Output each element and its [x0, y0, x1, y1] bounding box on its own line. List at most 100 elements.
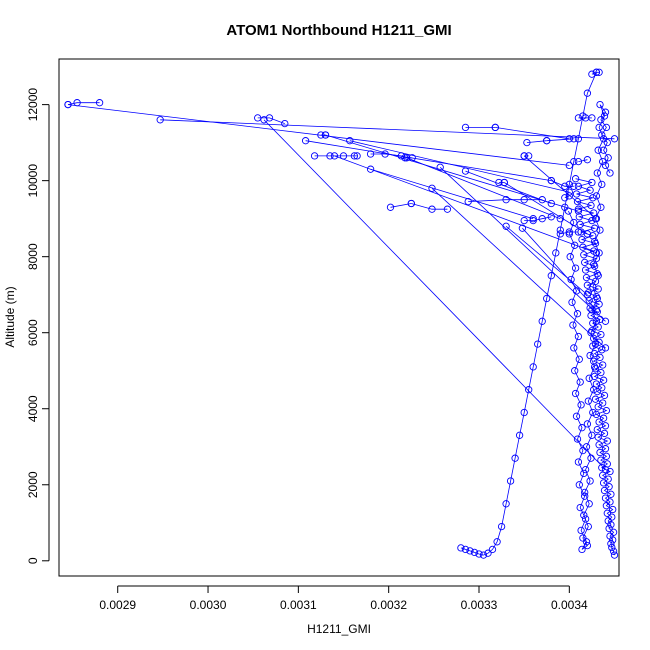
series-1-point [584, 397, 592, 405]
series-0-point [610, 551, 619, 559]
series-2-point [529, 363, 537, 371]
segment-27-point [538, 196, 546, 204]
series-2-point [552, 249, 560, 257]
segment-15-line [465, 170, 552, 204]
series-1-point [572, 412, 581, 420]
series-0-point [601, 494, 610, 502]
segment-31-point [547, 176, 555, 185]
segment-30-point [538, 215, 546, 223]
segment-0-line [67, 102, 100, 105]
series-0-point [608, 543, 616, 552]
segment-7-point [321, 131, 330, 139]
series-0-point [609, 528, 618, 536]
segment-28-point [502, 222, 510, 230]
series-1-point [569, 321, 577, 329]
series-1-point [568, 298, 576, 306]
series-1-point [571, 367, 579, 375]
series-0-point [587, 201, 595, 210]
segment-34-point [588, 114, 596, 122]
series-2-point [502, 500, 510, 508]
series-1-point [588, 306, 596, 314]
segment-14-point [601, 317, 610, 325]
segment-9-line [334, 155, 597, 254]
segment-10-point [346, 137, 354, 145]
series-1-point [578, 424, 586, 432]
series-2-point [583, 89, 592, 97]
segment-8-point [353, 152, 361, 160]
segment-11-point [397, 152, 405, 160]
series-2-point [574, 135, 583, 143]
segment-10-line [349, 140, 570, 193]
segment-27-point [464, 197, 472, 206]
series-2-point [488, 545, 497, 554]
segment-8-point [339, 152, 348, 160]
series-0-point [574, 205, 583, 213]
series-1-point [591, 340, 600, 348]
segment-26-point [428, 184, 436, 192]
segment-2-point [156, 116, 164, 124]
series-1-point [590, 260, 598, 268]
series-2-point [565, 180, 573, 189]
segment-29-point [592, 306, 601, 314]
plot-frame [58, 58, 620, 577]
series-1-point [583, 541, 592, 550]
series-1-point [598, 180, 606, 189]
segment-5-point [301, 137, 310, 145]
series-2-line [460, 72, 597, 556]
series-0-point [590, 224, 599, 232]
series-0-point [581, 258, 589, 267]
segment-22-point [523, 138, 531, 147]
series-1-point [571, 241, 579, 249]
segment-36-point [592, 68, 601, 76]
series-1-point [592, 317, 601, 325]
series-1-point [584, 522, 592, 531]
series-0-point [603, 437, 611, 445]
series-0-point [604, 475, 612, 483]
series-0-point [607, 521, 615, 529]
series-1-point [567, 275, 575, 284]
series-0-point [586, 186, 594, 194]
segment-12-point [529, 215, 537, 223]
series-2-point [484, 549, 492, 557]
series-0-point [600, 429, 609, 438]
series-1-point [593, 169, 601, 177]
segment-6-point [317, 131, 325, 139]
series-0-point [593, 387, 601, 396]
series-2-point [556, 226, 564, 234]
series-0-point [597, 368, 605, 377]
series-0-point [597, 330, 605, 339]
series-0-point [598, 464, 606, 472]
series-1-point [585, 500, 593, 508]
series-1-point [596, 226, 604, 234]
series-1-point [575, 355, 583, 363]
series-0-point [609, 536, 617, 544]
series-1-point [576, 378, 584, 386]
y-tick-label: 0 [26, 557, 40, 564]
series-1-point [599, 157, 607, 166]
segment-21-point [520, 152, 528, 160]
segment-31-point [570, 182, 578, 190]
series-0-point [588, 178, 596, 187]
segment-33-point [574, 228, 583, 236]
series-2-point [538, 317, 546, 325]
series-1-point [570, 218, 578, 227]
series-0-point [595, 441, 603, 449]
segment-8-point [310, 152, 319, 160]
series-1-point [597, 203, 605, 211]
segment-20-point [525, 152, 533, 160]
segment-7-point [574, 207, 583, 215]
series-1-point [594, 146, 602, 154]
series-0-point [607, 490, 615, 498]
series-0-point [606, 467, 614, 476]
segment-17-point [491, 123, 499, 132]
series-0-point [599, 414, 608, 422]
segment-8-point [326, 152, 334, 160]
series-lines [67, 71, 615, 556]
series-1-point [581, 488, 589, 497]
segment-21-point [592, 215, 601, 223]
series-0-point [602, 406, 611, 415]
series-0-point [593, 425, 601, 434]
x-axis: 0.0029 0.0030 0.0031 0.0032 0.0033 0.0034 [99, 585, 588, 612]
series-1-point [571, 264, 580, 272]
segment-5-line [305, 140, 552, 181]
